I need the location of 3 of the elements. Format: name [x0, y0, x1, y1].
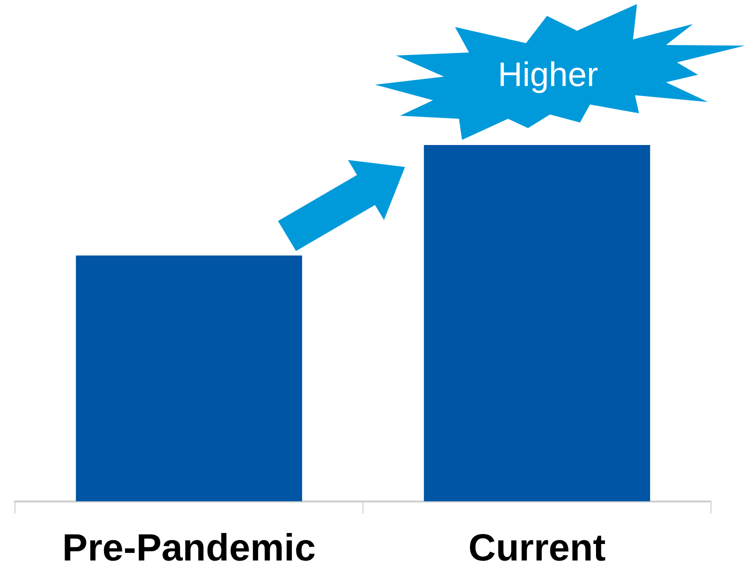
text: Higher: [496, 56, 600, 95]
x-tick-label: Pre-Pandemic: [62, 528, 316, 570]
x-tick-label: Current: [468, 528, 606, 570]
